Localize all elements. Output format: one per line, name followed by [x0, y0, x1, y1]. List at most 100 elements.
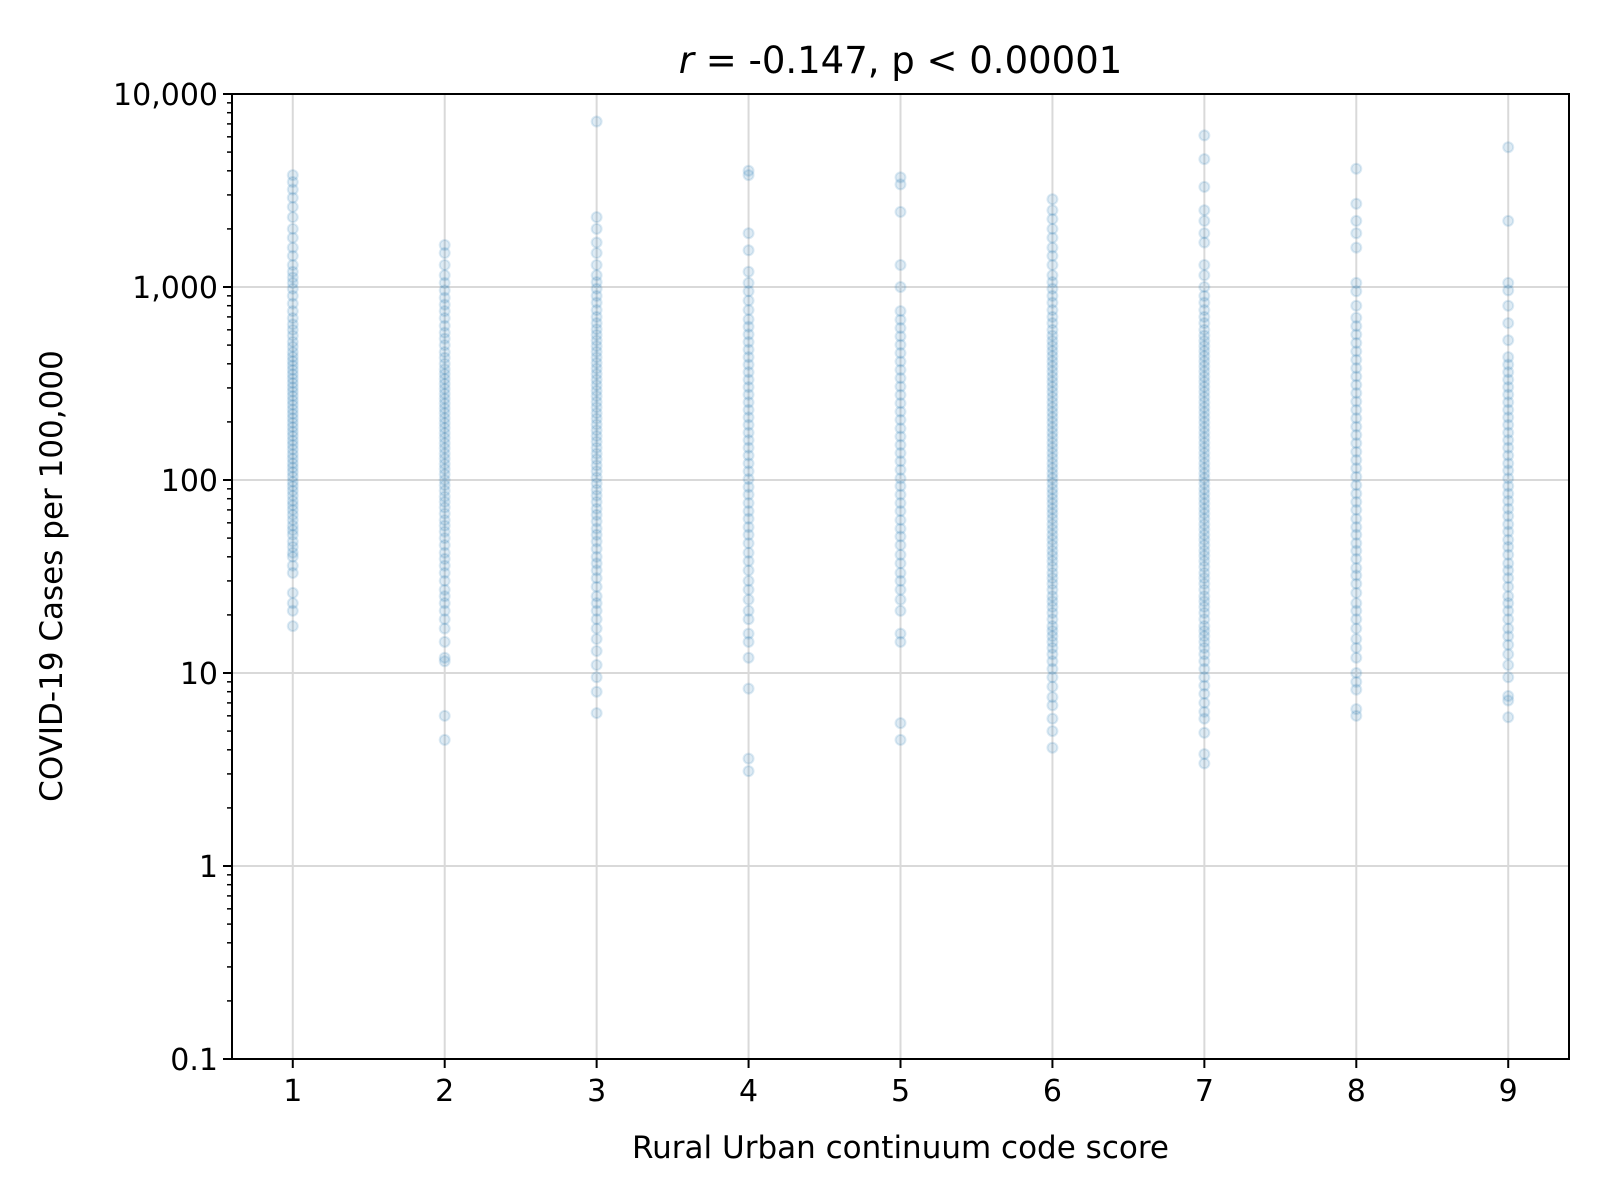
data-point — [1502, 572, 1515, 585]
data-point — [438, 382, 451, 395]
data-point — [1350, 320, 1363, 333]
data-point — [590, 407, 603, 420]
data-point — [1046, 549, 1059, 562]
data-point — [1198, 447, 1211, 460]
data-point — [590, 471, 603, 484]
data-point — [894, 397, 907, 410]
data-point — [438, 357, 451, 370]
data-point — [1046, 426, 1059, 439]
data-point — [1046, 213, 1059, 226]
data-point — [742, 583, 755, 596]
data-point — [286, 448, 299, 461]
data-point — [1350, 276, 1363, 289]
data-point — [1046, 259, 1059, 272]
data-point — [1198, 625, 1211, 638]
data-point — [1046, 655, 1059, 668]
data-point — [894, 455, 907, 468]
data-point — [438, 635, 451, 648]
data-point — [590, 401, 603, 414]
data-point — [1046, 641, 1059, 654]
data-point — [438, 368, 451, 381]
data-point — [742, 564, 755, 577]
data-point — [590, 435, 603, 448]
data-point — [742, 164, 755, 177]
data-point — [742, 497, 755, 510]
data-point — [1198, 323, 1211, 336]
data-point — [438, 484, 451, 497]
data-point — [438, 583, 451, 596]
data-point — [1198, 600, 1211, 613]
data-point — [1198, 620, 1211, 633]
data-point — [1046, 436, 1059, 449]
data-point — [1198, 355, 1211, 368]
data-point — [286, 421, 299, 434]
data-point — [1502, 502, 1515, 515]
data-point — [1350, 586, 1363, 599]
data-point — [742, 285, 755, 298]
data-point — [1198, 281, 1211, 293]
data-point — [1198, 204, 1211, 217]
data-point — [742, 682, 755, 695]
data-point — [1046, 340, 1059, 353]
data-point — [742, 244, 755, 257]
data-point — [1198, 441, 1211, 454]
data-point — [286, 390, 299, 403]
data-point — [1046, 282, 1059, 295]
chart-title-variable: r — [679, 39, 697, 82]
data-point — [286, 211, 299, 224]
point-column-3 — [590, 115, 603, 720]
data-point — [1046, 606, 1059, 619]
data-point — [590, 528, 603, 541]
data-point — [1350, 437, 1363, 450]
data-point — [590, 502, 603, 515]
data-point — [286, 276, 299, 289]
data-point — [1046, 595, 1059, 608]
data-point — [438, 546, 451, 559]
data-point — [590, 211, 603, 224]
data-point — [286, 350, 299, 363]
data-point — [438, 402, 451, 415]
data-point — [1350, 353, 1363, 366]
data-point — [286, 540, 299, 553]
data-point — [590, 465, 603, 478]
data-point — [1198, 391, 1211, 404]
data-point — [1198, 487, 1211, 500]
data-point — [438, 463, 451, 476]
data-point — [438, 613, 451, 626]
data-point — [286, 484, 299, 497]
data-point — [894, 539, 907, 552]
data-point — [894, 514, 907, 527]
data-point — [438, 447, 451, 460]
data-point — [1198, 555, 1211, 568]
data-point — [1198, 641, 1211, 654]
data-point — [1046, 492, 1059, 505]
data-point — [286, 457, 299, 470]
data-point — [438, 339, 451, 352]
data-point — [1046, 680, 1059, 693]
data-point — [1046, 467, 1059, 480]
data-point — [1046, 304, 1059, 317]
data-point — [1198, 512, 1211, 525]
data-point — [286, 385, 299, 398]
data-point — [1198, 289, 1211, 302]
data-points — [286, 115, 1515, 778]
data-point — [894, 330, 907, 343]
data-point — [1502, 580, 1515, 593]
data-point — [1198, 329, 1211, 342]
data-point — [1350, 577, 1363, 590]
data-point — [590, 351, 603, 364]
x-tick-label: 3 — [587, 1074, 606, 1109]
data-point — [1502, 630, 1515, 643]
x-tick-label: 5 — [891, 1074, 910, 1109]
data-point — [286, 508, 299, 521]
data-point — [1198, 539, 1211, 552]
data-point — [1502, 449, 1515, 462]
data-point — [894, 530, 907, 543]
data-point — [1198, 671, 1211, 684]
data-point — [590, 368, 603, 381]
data-point — [1046, 370, 1059, 383]
data-point — [438, 574, 451, 587]
data-point — [742, 555, 755, 568]
point-column-4 — [742, 164, 755, 778]
data-point — [742, 765, 755, 778]
